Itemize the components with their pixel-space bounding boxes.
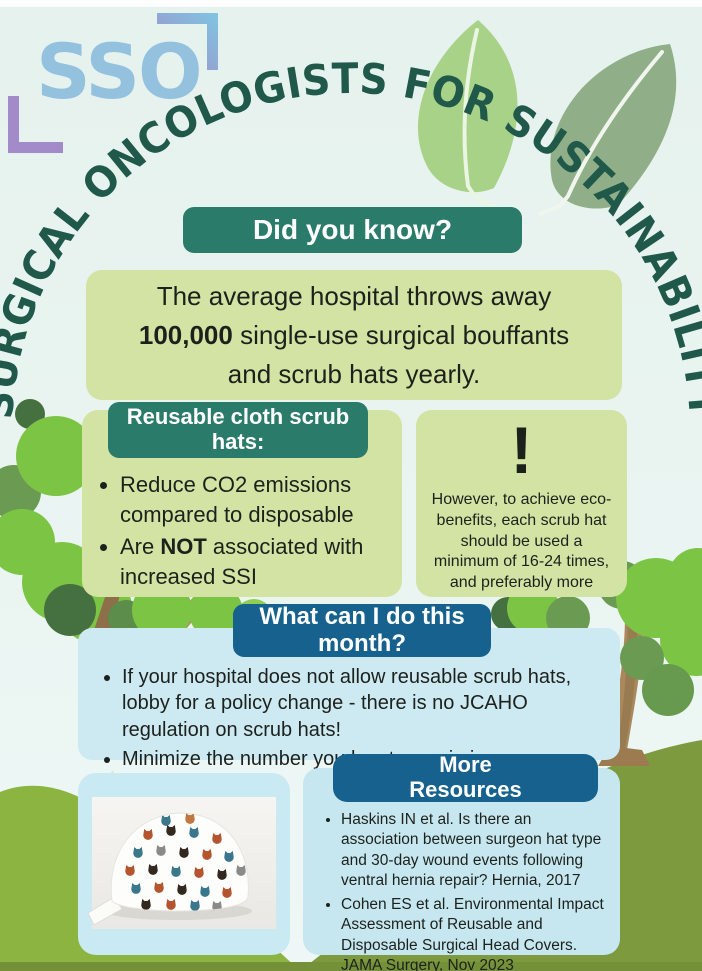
leaf-icon (417, 20, 518, 214)
did-you-know-header: Did you know? (183, 207, 522, 253)
exclamation-icon: ! (510, 413, 533, 487)
month-bullets: If your hospital does not allow reusable… (100, 664, 606, 799)
list-item: Cohen ES et al. Environmental Impact Ass… (341, 895, 608, 971)
fact-number: 100,000 (138, 319, 233, 350)
frame-bracket-icon (8, 13, 218, 153)
list-item: If your hospital does not allow reusable… (122, 664, 606, 743)
photo-panel (78, 773, 290, 955)
fact-text: The average hospital throws away 100,000… (118, 277, 590, 394)
bullet-pre: Are (120, 534, 161, 560)
list-item: Reduce CO2 emissions compared to disposa… (120, 470, 388, 529)
leaves-decoration (417, 20, 677, 216)
leaf-icon (538, 44, 677, 216)
list-item: Haskins IN et al. Is there an associatio… (341, 810, 608, 892)
reusable-header: Reusable cloth scrub hats: (108, 402, 368, 458)
reusable-bullets: Reduce CO2 emissions compared to disposa… (98, 470, 388, 592)
resources-header: More Resources (333, 753, 598, 802)
bullet-post: associated with increased SSI (120, 534, 364, 590)
sso-logo: SSO (36, 27, 203, 116)
month-panel: If your hospital does not allow reusable… (78, 628, 620, 797)
resources-bullets: Haskins IN et al. Is there an associatio… (319, 810, 608, 971)
fact-box: The average hospital throws away 100,000… (86, 270, 622, 400)
fact-post: single-use surgical bouffants and scrub … (227, 319, 570, 389)
alert-text: However, to achieve eco-benefits, each s… (431, 490, 612, 592)
top-edge (0, 0, 702, 7)
alert-panel: ! However, to achieve eco-benefits, each… (416, 410, 627, 597)
scrub-cap-photo (87, 797, 276, 929)
list-item: Are NOT associated with increased SSI (120, 532, 388, 591)
month-header: What can I do this month? (233, 603, 491, 657)
fact-pre: The average hospital throws away (156, 280, 552, 311)
ground-strip (0, 962, 702, 971)
bullet-bold: NOT (160, 534, 207, 560)
